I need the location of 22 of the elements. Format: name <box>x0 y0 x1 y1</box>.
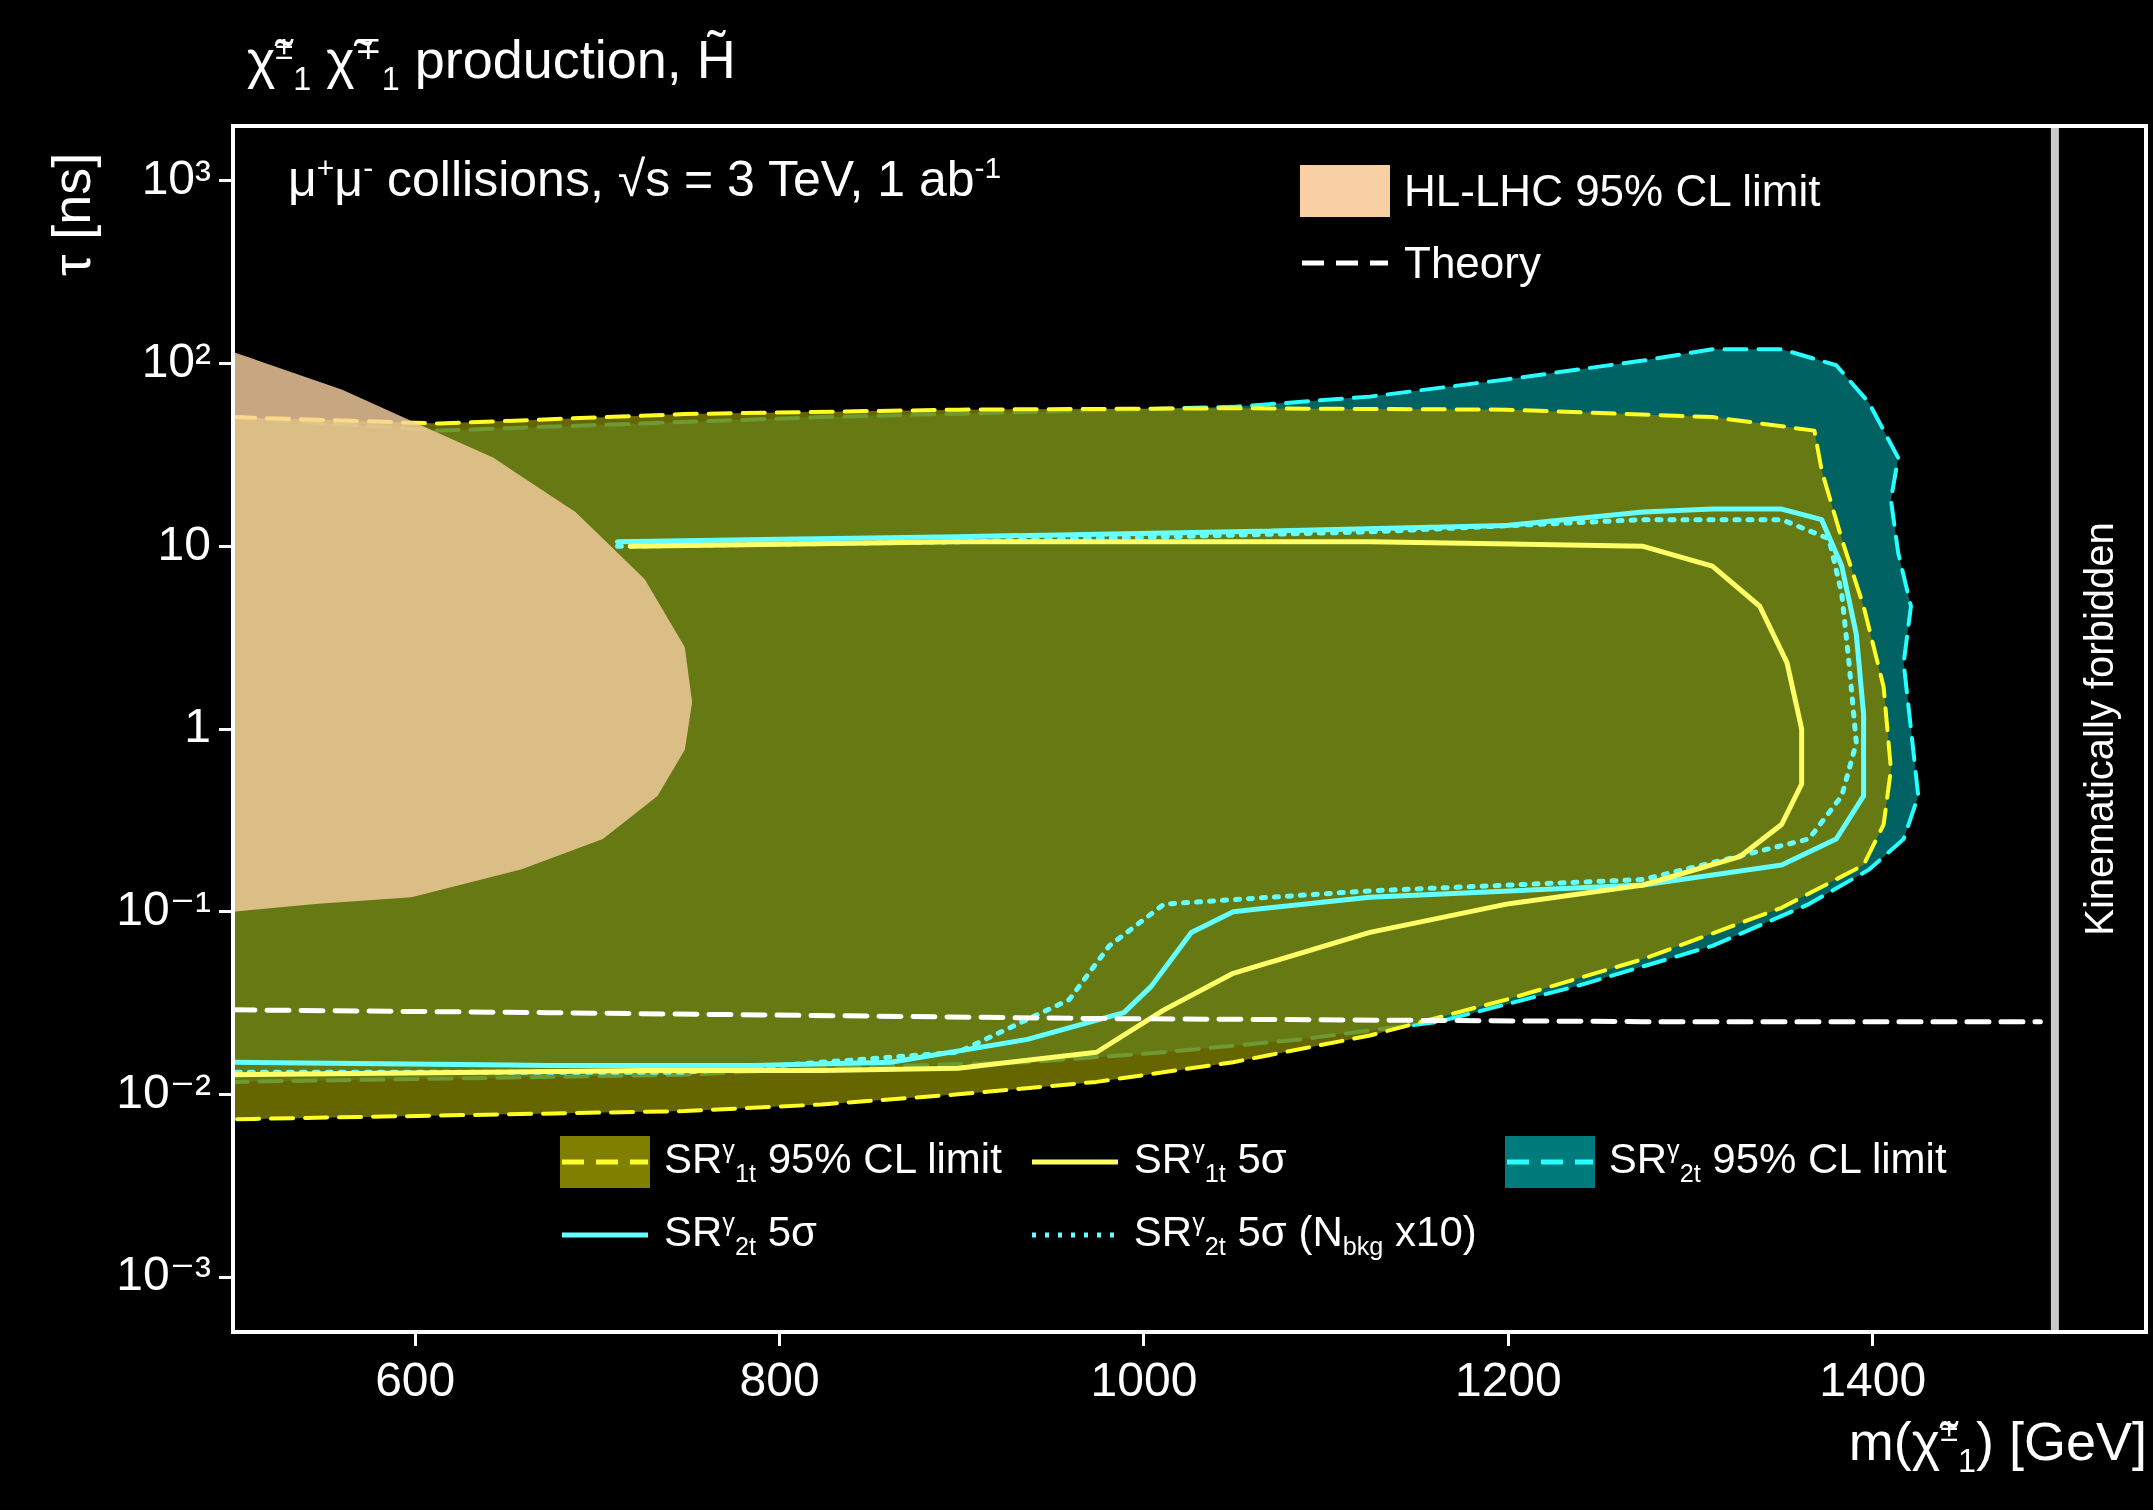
y-tick-label: 10⁻¹ <box>116 881 211 935</box>
y-tick-label: 10² <box>141 333 212 387</box>
legend-label: SR$^{γ}$$_{1t}$ 5σ <box>1133 1135 1287 1189</box>
x-tick-label: 600 <box>375 1353 456 1407</box>
annotation: μ$^{+}$μ$^{-}$ collisions, √s = 3 TeV, 1 ab$^{-1}$ <box>288 150 1002 208</box>
x-tick-label: 1400 <box>1819 1353 1927 1407</box>
legend-label: SR$^{γ}$$_{2t}$ 5σ (N$_{bkg}$ x10) <box>1133 1208 1477 1262</box>
y-tick-label: 1 <box>184 699 211 753</box>
legend-label: Theory <box>1404 238 1541 288</box>
legend-label: SR$^{γ}$$_{2t}$ 5σ <box>664 1208 817 1262</box>
x-tick-label: 800 <box>739 1353 820 1407</box>
y-tick-label: 10 <box>157 516 211 570</box>
legend-label: HL-LHC 95% CL limit <box>1404 166 1821 216</box>
y-tick-label: 10⁻² <box>116 1064 212 1118</box>
legend-label: SR$^{γ}$$_{2t}$ 95% CL limit <box>1608 1135 1947 1189</box>
y-tick-label: 10³ <box>141 151 212 205</box>
x-tick-label: 1000 <box>1090 1353 1198 1407</box>
y-axis-title: τ [ns] <box>40 152 102 276</box>
ref-line-label: Kinematically forbidden <box>2077 522 2122 936</box>
legend-label: SR$^{γ}$$_{1t}$ 95% CL limit <box>664 1135 1002 1189</box>
x-tick-label: 1200 <box>1454 1353 1562 1407</box>
y-tick-label: 10⁻³ <box>116 1247 212 1301</box>
